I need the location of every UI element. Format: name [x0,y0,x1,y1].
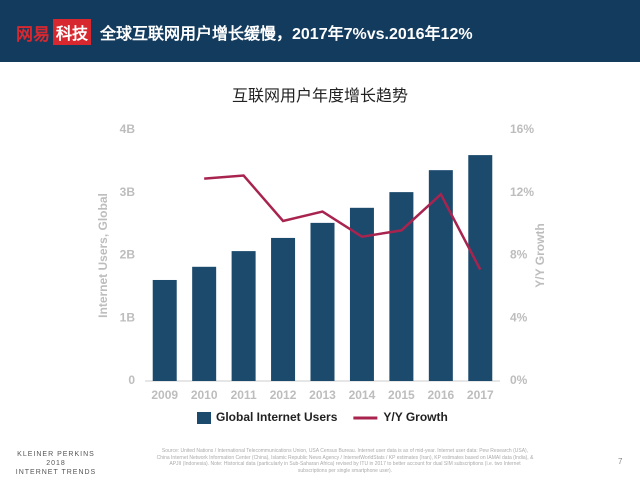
legend-label: Global Internet Users [216,410,338,424]
y-tick-label: 4% [510,310,528,324]
legend-label: Y/Y Growth [383,410,447,424]
x-tick-label: 2011 [231,388,257,402]
page-number: 7 [618,457,623,466]
bar [428,170,453,381]
header-bar: 网易 科技 全球互联网用户增长缓慢，2017年7%vs.2016年12% [0,0,640,62]
y-tick-label: 2B [120,248,136,262]
y-tick-label: 4B [120,122,136,136]
y-tick-label: 8% [510,248,528,262]
y-tick-label: 0% [510,373,528,387]
brand-line: KLEINER PERKINS [17,451,95,458]
brand-line: INTERNET TRENDS [15,469,97,476]
y-tick-label: 0 [128,373,135,387]
y-axis-label: Internet Users, Global [96,193,110,318]
logo-badge: 科技 [53,19,92,45]
x-tick-label: 2009 [151,388,178,402]
logo-text: 网易 [16,25,50,44]
legend-swatch [197,412,211,424]
brand: KLEINER PERKINS 2018 INTERNET TRENDS [6,450,106,477]
x-tick-label: 2014 [349,388,376,402]
bar [349,207,374,381]
x-tick-label: 2016 [427,388,454,402]
bar [389,192,414,381]
y-tick-label: 3B [120,185,136,199]
chart-title: 互联网用户年度增长趋势 [232,87,408,105]
y-tick-label: 12% [510,185,534,199]
x-tick-label: 2017 [467,388,494,402]
y2-axis-label: Y/Y Growth [533,223,547,287]
y-tick-label: 16% [510,122,534,136]
chart: 互联网用户年度增长趋势 0 1B 2B 3B 4B 0% 4% 8% 12% 16% Interne… [96,87,547,424]
bar [271,237,296,381]
source-note: Source: United Nations / International T… [156,448,534,474]
x-tick-label: 2010 [191,388,218,402]
x-tick-label: 2013 [309,388,336,402]
slide-title: 全球互联网用户增长缓慢，2017年7%vs.2016年12% [100,26,473,43]
bar [192,266,217,381]
brand-line: 2018 [46,460,66,467]
x-tick-label: 2015 [388,388,415,402]
x-tick-label: 2012 [270,388,297,402]
bar [310,222,335,381]
bar [231,251,256,381]
bar [152,279,177,381]
line [204,174,482,271]
y-tick-label: 1B [120,310,136,324]
